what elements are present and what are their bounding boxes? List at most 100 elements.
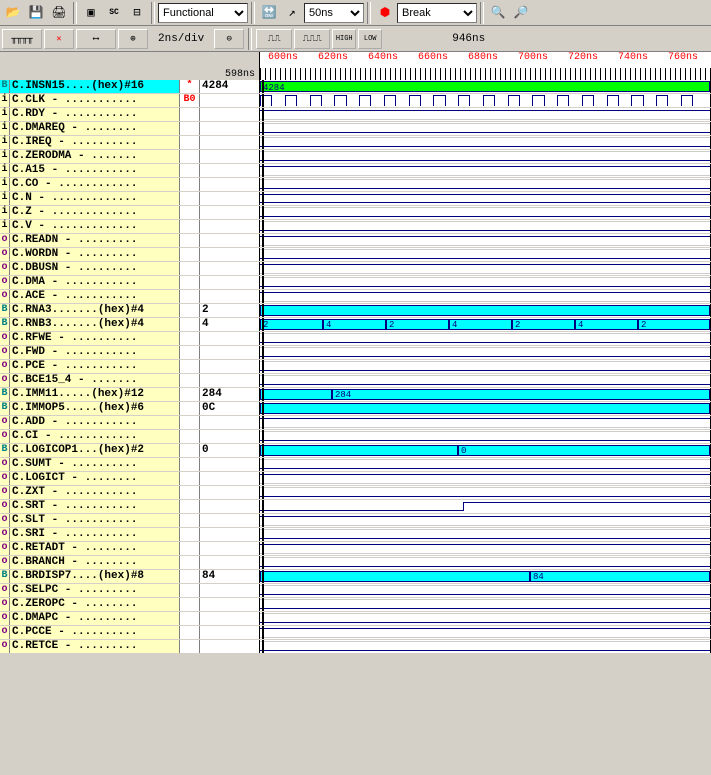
signal-waveform[interactable] xyxy=(260,178,711,191)
signal-name[interactable]: C.ADD - ........... xyxy=(10,416,180,429)
signal-row[interactable]: o C.BCE15_4 - ....... xyxy=(0,374,711,388)
signal-row[interactable]: o C.SELPC - ......... xyxy=(0,584,711,598)
signal-name[interactable]: C.RNA3.......(hex)#4 xyxy=(10,304,180,317)
signal-name[interactable]: C.BRANCH - ........ xyxy=(10,556,180,569)
signal-row[interactable]: o C.RFWE - .......... xyxy=(0,332,711,346)
signal-row[interactable]: o C.RETCE - ......... xyxy=(0,640,711,654)
signal-row[interactable]: o C.SUMT - .......... xyxy=(0,458,711,472)
signal-row[interactable]: i C.N - ............. xyxy=(0,192,711,206)
signal-row[interactable]: i C.ZERODMA - ....... xyxy=(0,150,711,164)
wave-high-icon[interactable]: HIGH xyxy=(332,29,356,49)
power-icon[interactable]: 🔛 xyxy=(258,2,280,24)
signal-waveform[interactable] xyxy=(260,122,711,135)
signal-name[interactable]: C.READN - ......... xyxy=(10,234,180,247)
signal-waveform[interactable] xyxy=(260,220,711,233)
signal-row[interactable]: o C.SRI - ........... xyxy=(0,528,711,542)
signal-name[interactable]: C.CI - ............ xyxy=(10,430,180,443)
time-select[interactable]: 50ns xyxy=(304,3,364,23)
signal-name[interactable]: C.IREQ - .......... xyxy=(10,136,180,149)
signal-waveform[interactable] xyxy=(260,248,711,261)
signal-name[interactable]: C.BCE15_4 - ....... xyxy=(10,374,180,387)
signal-waveform[interactable] xyxy=(260,500,711,513)
findnext-icon[interactable]: 🔎 xyxy=(510,2,532,24)
signal-row[interactable]: i C.RDY - ........... xyxy=(0,108,711,122)
signal-row[interactable]: i C.A15 - ........... xyxy=(0,164,711,178)
signal-row[interactable]: B C.BRDISP7....(hex)#8 84 84 xyxy=(0,570,711,584)
open-icon[interactable]: 📂 xyxy=(2,2,24,24)
signal-row[interactable]: o C.LOGICT - ........ xyxy=(0,472,711,486)
print-icon[interactable]: 🖨 xyxy=(48,2,70,24)
signal-row[interactable]: o C.ACE - ........... xyxy=(0,290,711,304)
signal-row[interactable]: i C.CLK - ........... B0 xyxy=(0,94,711,108)
signal-waveform[interactable]: 0 xyxy=(260,444,711,457)
signal-waveform[interactable] xyxy=(260,234,711,247)
signal-row[interactable]: o C.SLT - ........... xyxy=(0,514,711,528)
signal-waveform[interactable]: 2424242 xyxy=(260,318,711,331)
signal-name[interactable]: C.PCCE - .......... xyxy=(10,626,180,639)
snapshot-icon[interactable]: ▣ xyxy=(80,2,102,24)
signal-row[interactable]: o C.DMAPC - ......... xyxy=(0,612,711,626)
break-select[interactable]: Break xyxy=(397,3,477,23)
signal-row[interactable]: i C.DMAREQ - ........ xyxy=(0,122,711,136)
signal-row[interactable]: B C.LOGICOP1...(hex)#2 0 0 xyxy=(0,444,711,458)
signal-waveform[interactable] xyxy=(260,332,711,345)
signal-row[interactable]: i C.CO - ............ xyxy=(0,178,711,192)
signal-waveform[interactable] xyxy=(260,108,711,121)
signal-waveform[interactable] xyxy=(260,528,711,541)
signal-row[interactable]: i C.V - ............. xyxy=(0,220,711,234)
signal-row[interactable]: i C.IREQ - .......... xyxy=(0,136,711,150)
signal-row[interactable]: o C.ADD - ........... xyxy=(0,416,711,430)
waveform-area[interactable]: B C.INSN15....(hex)#16 * 4284 4284 i C.C… xyxy=(0,80,711,775)
signal-row[interactable]: o C.BRANCH - ........ xyxy=(0,556,711,570)
signal-row[interactable]: o C.SRT - ........... xyxy=(0,500,711,514)
signal-row[interactable]: B C.IMMOP5.....(hex)#6 0C xyxy=(0,402,711,416)
signal-waveform[interactable] xyxy=(260,626,711,639)
signal-waveform[interactable] xyxy=(260,640,711,653)
signal-name[interactable]: C.LOGICOP1...(hex)#2 xyxy=(10,444,180,457)
zoom-ruler-icon[interactable]: ╥╥╥╥ xyxy=(2,29,42,49)
signal-row[interactable]: o C.FWD - ........... xyxy=(0,346,711,360)
signal-row[interactable]: i C.Z - ............. xyxy=(0,206,711,220)
signal-waveform[interactable] xyxy=(260,150,711,163)
signal-name[interactable]: C.RDY - ........... xyxy=(10,108,180,121)
signal-waveform[interactable] xyxy=(260,416,711,429)
signal-row[interactable]: o C.DMA - ........... xyxy=(0,276,711,290)
signal-name[interactable]: C.LOGICT - ........ xyxy=(10,472,180,485)
signal-waveform[interactable] xyxy=(260,430,711,443)
signal-row[interactable]: B C.INSN15....(hex)#16 * 4284 4284 xyxy=(0,80,711,94)
signal-row[interactable]: B C.RNA3.......(hex)#4 2 xyxy=(0,304,711,318)
signal-waveform[interactable]: 84 xyxy=(260,570,711,583)
signal-waveform[interactable] xyxy=(260,136,711,149)
signal-waveform[interactable] xyxy=(260,374,711,387)
signal-row[interactable]: o C.CI - ............ xyxy=(0,430,711,444)
signal-waveform[interactable] xyxy=(260,472,711,485)
zoom-fit-icon[interactable]: ⟷ xyxy=(76,29,116,49)
step-icon[interactable]: ↗ xyxy=(281,2,303,24)
signal-name[interactable]: C.DMAREQ - ........ xyxy=(10,122,180,135)
zoom-out-icon[interactable]: ⊖ xyxy=(214,29,244,49)
signal-name[interactable]: C.CO - ............ xyxy=(10,178,180,191)
signal-name[interactable]: C.WORDN - ......... xyxy=(10,248,180,261)
stop-icon[interactable]: ⬢ xyxy=(374,2,396,24)
mode-select[interactable]: Functional xyxy=(158,3,248,23)
signal-row[interactable]: B C.IMM11.....(hex)#12 284 284 xyxy=(0,388,711,402)
signal-name[interactable]: C.DMAPC - ......... xyxy=(10,612,180,625)
signal-waveform[interactable] xyxy=(260,542,711,555)
signal-name[interactable]: C.SELPC - ......... xyxy=(10,584,180,597)
signal-row[interactable]: o C.READN - ......... xyxy=(0,234,711,248)
wave2-icon[interactable]: ⎍⎍⎍ xyxy=(294,29,330,49)
signal-waveform[interactable] xyxy=(260,612,711,625)
signal-waveform[interactable] xyxy=(260,584,711,597)
signal-row[interactable]: o C.WORDN - ......... xyxy=(0,248,711,262)
signal-waveform[interactable] xyxy=(260,192,711,205)
signal-waveform[interactable]: 4284 xyxy=(260,80,711,93)
signal-name[interactable]: C.RFWE - .......... xyxy=(10,332,180,345)
signal-row[interactable]: o C.DBUSN - ......... xyxy=(0,262,711,276)
signal-waveform[interactable] xyxy=(260,94,711,107)
signal-waveform[interactable] xyxy=(260,458,711,471)
signal-waveform[interactable] xyxy=(260,346,711,359)
signal-waveform[interactable] xyxy=(260,290,711,303)
save-icon[interactable]: 💾 xyxy=(25,2,47,24)
wave1-icon[interactable]: ⎍⎍ xyxy=(256,29,292,49)
signal-name[interactable]: C.SRI - ........... xyxy=(10,528,180,541)
